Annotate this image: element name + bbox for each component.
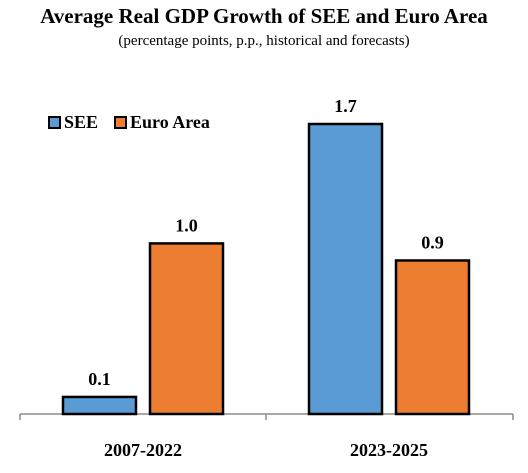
bar-see-2007-2022 — [61, 395, 138, 416]
data-label: 1.0 — [175, 215, 198, 235]
legend: SEE Euro Area — [48, 112, 226, 133]
bar-see-2023-2025 — [307, 122, 384, 416]
category-label: 2023-2025 — [350, 440, 428, 460]
category-label: 2007-2022 — [104, 440, 182, 460]
legend-swatch-see — [48, 116, 61, 129]
legend-item-see: SEE — [48, 112, 98, 133]
legend-label-euro-area: Euro Area — [130, 112, 210, 132]
chart-title: Average Real GDP Growth of SEE and Euro … — [40, 4, 488, 28]
data-label: 1.7 — [334, 96, 357, 116]
data-label: 0.1 — [88, 369, 111, 389]
bar-euro-area-2007-2022 — [148, 242, 225, 416]
chart-subtitle: (percentage points, p.p., historical and… — [118, 33, 410, 49]
legend-item-euro-area: Euro Area — [114, 112, 210, 133]
legend-label-see: SEE — [64, 112, 99, 132]
data-label: 0.9 — [421, 232, 444, 252]
bar-euro-area-2023-2025 — [394, 259, 471, 416]
legend-swatch-euro-area — [114, 116, 128, 129]
